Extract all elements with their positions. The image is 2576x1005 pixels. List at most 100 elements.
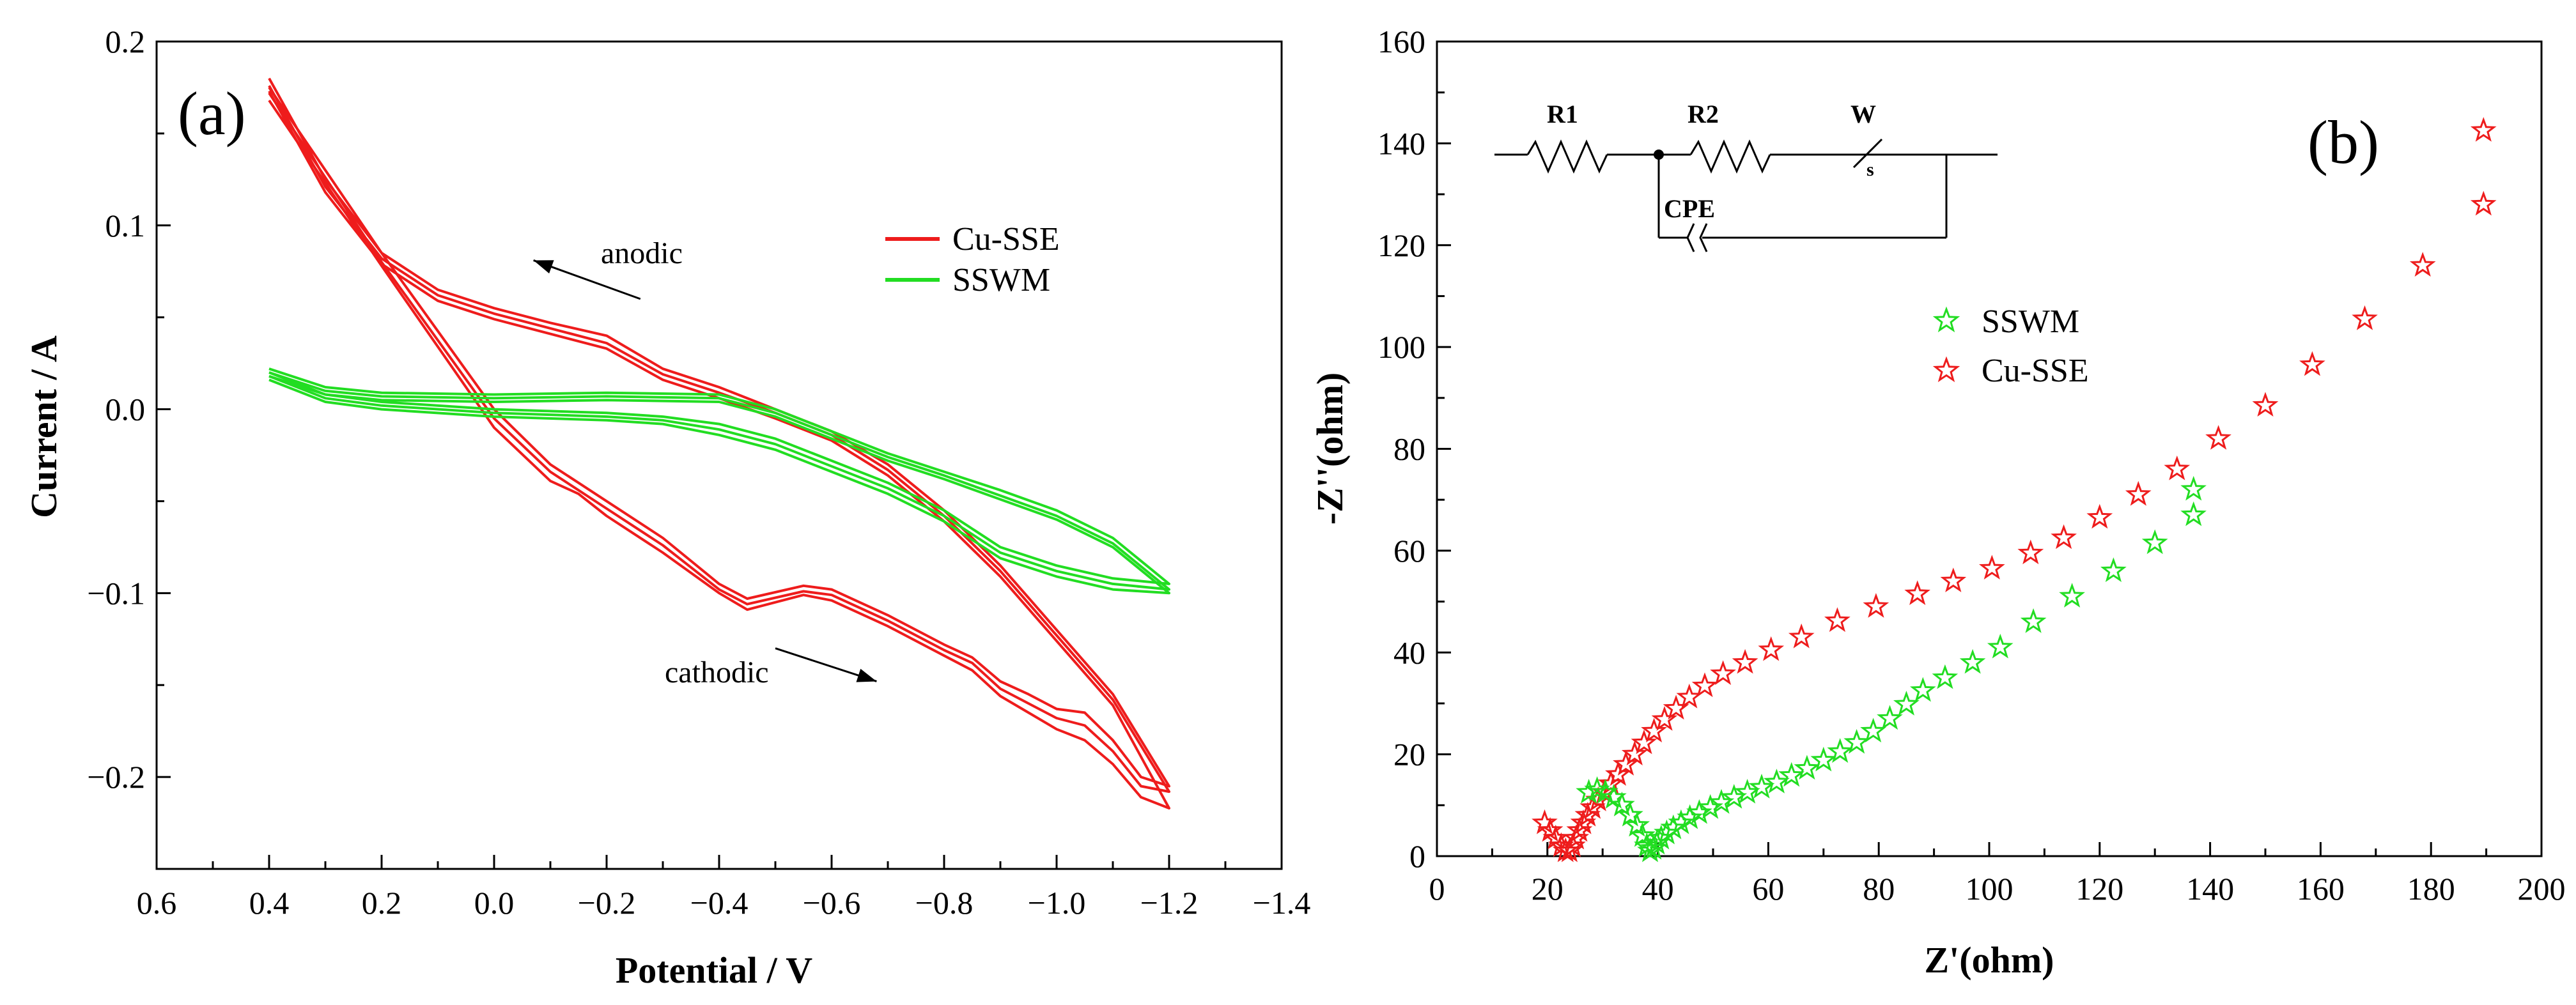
panel-b-y-axis-title: -Z''(ohm)	[1309, 372, 1351, 525]
x-tick-label: 0	[1429, 871, 1445, 907]
y-tick-label: 60	[1393, 533, 1425, 569]
circuit-label-w: W	[1851, 100, 1876, 128]
x-tick-label: 0.2	[362, 885, 402, 921]
data-point-sswm	[1843, 728, 1870, 754]
series-line-cu-sse-cycle-3	[268, 90, 1170, 809]
panel-a-x-axis-title: Potential / V	[616, 949, 812, 991]
panel-a-series	[268, 77, 1170, 809]
data-point-sswm	[1959, 648, 1986, 674]
y-tick-label: 100	[1377, 329, 1425, 365]
x-tick-label: −1.0	[1028, 885, 1086, 921]
data-point-cu-sse	[2470, 190, 2497, 216]
series-line-sswm-cycle-1	[268, 367, 1170, 585]
data-point-cu-sse	[1663, 694, 1689, 720]
data-point-cu-sse	[1566, 817, 1593, 842]
data-point-cu-sse	[2205, 425, 2231, 450]
data-point-cu-sse	[2252, 392, 2279, 417]
series-line-cu-sse-cycle-1	[268, 77, 1170, 788]
y-tick-label: −0.2	[87, 759, 145, 795]
data-point-sswm	[2059, 583, 2085, 608]
data-point-sswm	[1794, 755, 1820, 780]
y-tick-label: 20	[1393, 737, 1425, 772]
data-point-sswm	[1987, 633, 2013, 659]
data-point-sswm	[1617, 801, 1643, 827]
y-tick-label: 160	[1377, 24, 1425, 59]
panel-a-plot-frame	[155, 40, 1283, 870]
annotation-cathodic: cathodic	[665, 656, 769, 689]
data-point-cu-sse	[2164, 456, 2191, 480]
x-tick-label: 80	[1863, 871, 1895, 907]
data-point-cu-sse	[1605, 761, 1631, 786]
legend-marker-cu-sse	[1932, 356, 1960, 383]
data-point-sswm	[1748, 773, 1775, 799]
data-point-cu-sse	[1691, 672, 1718, 698]
x-tick-label: −1.4	[1253, 885, 1311, 921]
annotation-arrow-head	[856, 668, 877, 682]
data-point-sswm	[1686, 799, 1712, 824]
data-point-sswm	[1860, 717, 1886, 743]
y-tick-label: 0.1	[105, 208, 146, 243]
data-point-cu-sse	[1940, 567, 1967, 592]
equivalent-circuit-inset: R1 R2 W s CPE	[1494, 100, 1998, 252]
annotation-arrow-head	[533, 260, 554, 273]
data-point-cu-sse	[1621, 740, 1648, 765]
data-point-sswm	[2180, 501, 2207, 526]
legend-label-cu-sse: Cu-SSE	[1982, 353, 2089, 389]
circuit-label-r2: R2	[1688, 100, 1719, 128]
circuit-label-r1: R1	[1547, 100, 1578, 128]
data-point-sswm	[2020, 608, 2047, 633]
data-point-sswm	[1778, 762, 1805, 787]
data-point-sswm	[1910, 677, 1936, 702]
panel-a-cyclic-voltammogram: 0.6 0.4 0.2 0.0 −0.2 −0.4 −0.6 −0.8 −1.0 −1.2 −1.4…	[23, 24, 1310, 991]
panel-b-legend: SSWM Cu-SSE	[1932, 303, 2089, 389]
data-point-sswm	[1827, 738, 1854, 763]
x-tick-label: −0.6	[803, 885, 861, 921]
data-point-sswm	[2100, 557, 2127, 583]
series-line-sswm-cycle-2	[268, 371, 1170, 591]
data-point-sswm	[1932, 664, 1959, 689]
x-tick-label: 120	[2076, 871, 2123, 907]
legend-label-sswm: SSWM	[952, 262, 1050, 298]
data-point-cu-sse	[1579, 794, 1606, 819]
data-point-sswm	[1668, 809, 1695, 834]
y-tick-label: 0.2	[105, 24, 146, 59]
legend-star-cu-sse	[1932, 356, 1960, 383]
data-point-cu-sse	[1710, 660, 1736, 686]
x-tick-label: 0.0	[474, 885, 515, 921]
annotation-anodic: anodic	[601, 236, 683, 270]
data-point-cu-sse-high-z-tail	[2470, 117, 2497, 142]
panel-a-label: (a)	[178, 79, 246, 148]
circuit-junction-node	[1654, 150, 1664, 160]
panel-a-ticks: 0.6 0.4 0.2 0.0 −0.2 −0.4 −0.6 −0.8 −1.0 −1.2 −1.4…	[87, 24, 1310, 921]
x-tick-label: 0.6	[137, 885, 177, 921]
circuit-label-cpe: CPE	[1664, 194, 1715, 223]
panel-a-annotations: anodic cathodic	[533, 236, 877, 689]
data-point-sswm	[1810, 746, 1837, 772]
y-tick-label: 140	[1377, 125, 1425, 161]
data-point-sswm	[1584, 776, 1610, 801]
circuit-label-s: s	[1866, 159, 1874, 180]
data-point-cu-sse	[1732, 648, 1758, 674]
x-tick-label: 180	[2407, 871, 2455, 907]
panel-b-label: (b)	[2308, 108, 2379, 176]
data-point-cu-sse	[1574, 801, 1601, 827]
data-point-sswm	[1877, 705, 1903, 730]
panel-b-ticks: 0 20 40 60 80 100 120 140 160 180 200 0 20 40 60 80 100 1…	[1377, 24, 2566, 907]
legend-label-cu-sse: Cu-SSE	[952, 221, 1060, 257]
x-tick-label: 20	[1532, 871, 1563, 907]
data-point-sswm	[1624, 811, 1650, 837]
x-tick-label: −0.2	[578, 885, 636, 921]
y-tick-label: 80	[1393, 431, 1425, 467]
x-tick-label: −0.4	[690, 885, 749, 921]
data-point-cu-sse	[1979, 555, 2005, 580]
series-line-cu-sse-cycle-2	[268, 85, 1170, 794]
data-point-sswm	[1734, 779, 1760, 804]
y-tick-label: 0	[1409, 838, 1425, 874]
data-point-cu-sse	[2017, 539, 2044, 565]
data-point-cu-sse	[1824, 607, 1851, 633]
y-tick-label: 120	[1377, 227, 1425, 263]
panel-b-nyquist-plot: 0 20 40 60 80 100 120 140 160 180 200 0 20 40 60 80 100 1…	[1309, 24, 2566, 981]
panel-b-x-axis-title: Z'(ohm)	[1925, 939, 2054, 981]
x-tick-label: −0.8	[915, 885, 974, 921]
